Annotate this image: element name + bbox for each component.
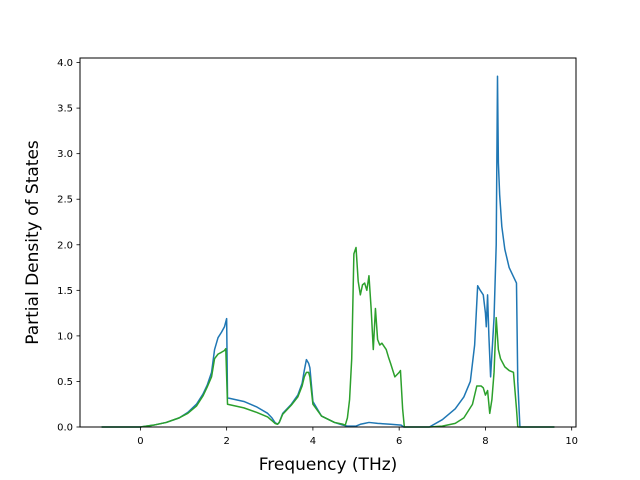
x-tick-label: 0 xyxy=(137,436,143,447)
x-tick-label: 6 xyxy=(396,436,402,447)
y-tick-label: 3.5 xyxy=(57,104,73,115)
y-tick-label: 2.0 xyxy=(57,240,73,251)
x-tick-label: 2 xyxy=(223,436,229,447)
x-tick-label: 8 xyxy=(482,436,488,447)
series-layer xyxy=(101,75,555,428)
y-tick-label: 0.0 xyxy=(57,423,73,434)
y-tick-label: 0.5 xyxy=(57,377,73,388)
x-tick-label: 10 xyxy=(565,436,578,447)
x-axis-label: Frequency (THz) xyxy=(259,455,398,475)
x-tick-label: 4 xyxy=(310,436,316,447)
y-tick-label: 2.5 xyxy=(57,195,73,206)
y-tick-label: 4.0 xyxy=(57,58,73,69)
y-tick-label: 1.5 xyxy=(57,286,73,297)
x-axis-ticks: 0 2 4 6 8 10 xyxy=(137,427,578,447)
series-line-2 xyxy=(101,246,555,428)
series-line-1 xyxy=(101,75,555,428)
y-tick-label: 1.0 xyxy=(57,331,73,342)
y-tick-label: 3.0 xyxy=(57,149,73,160)
y-axis-label: Partial Density of States xyxy=(23,140,43,345)
y-axis-ticks: 0.0 0.5 1.0 1.5 2.0 2.5 3.0 3.5 4.0 xyxy=(57,58,80,434)
axes-frame xyxy=(79,57,577,428)
